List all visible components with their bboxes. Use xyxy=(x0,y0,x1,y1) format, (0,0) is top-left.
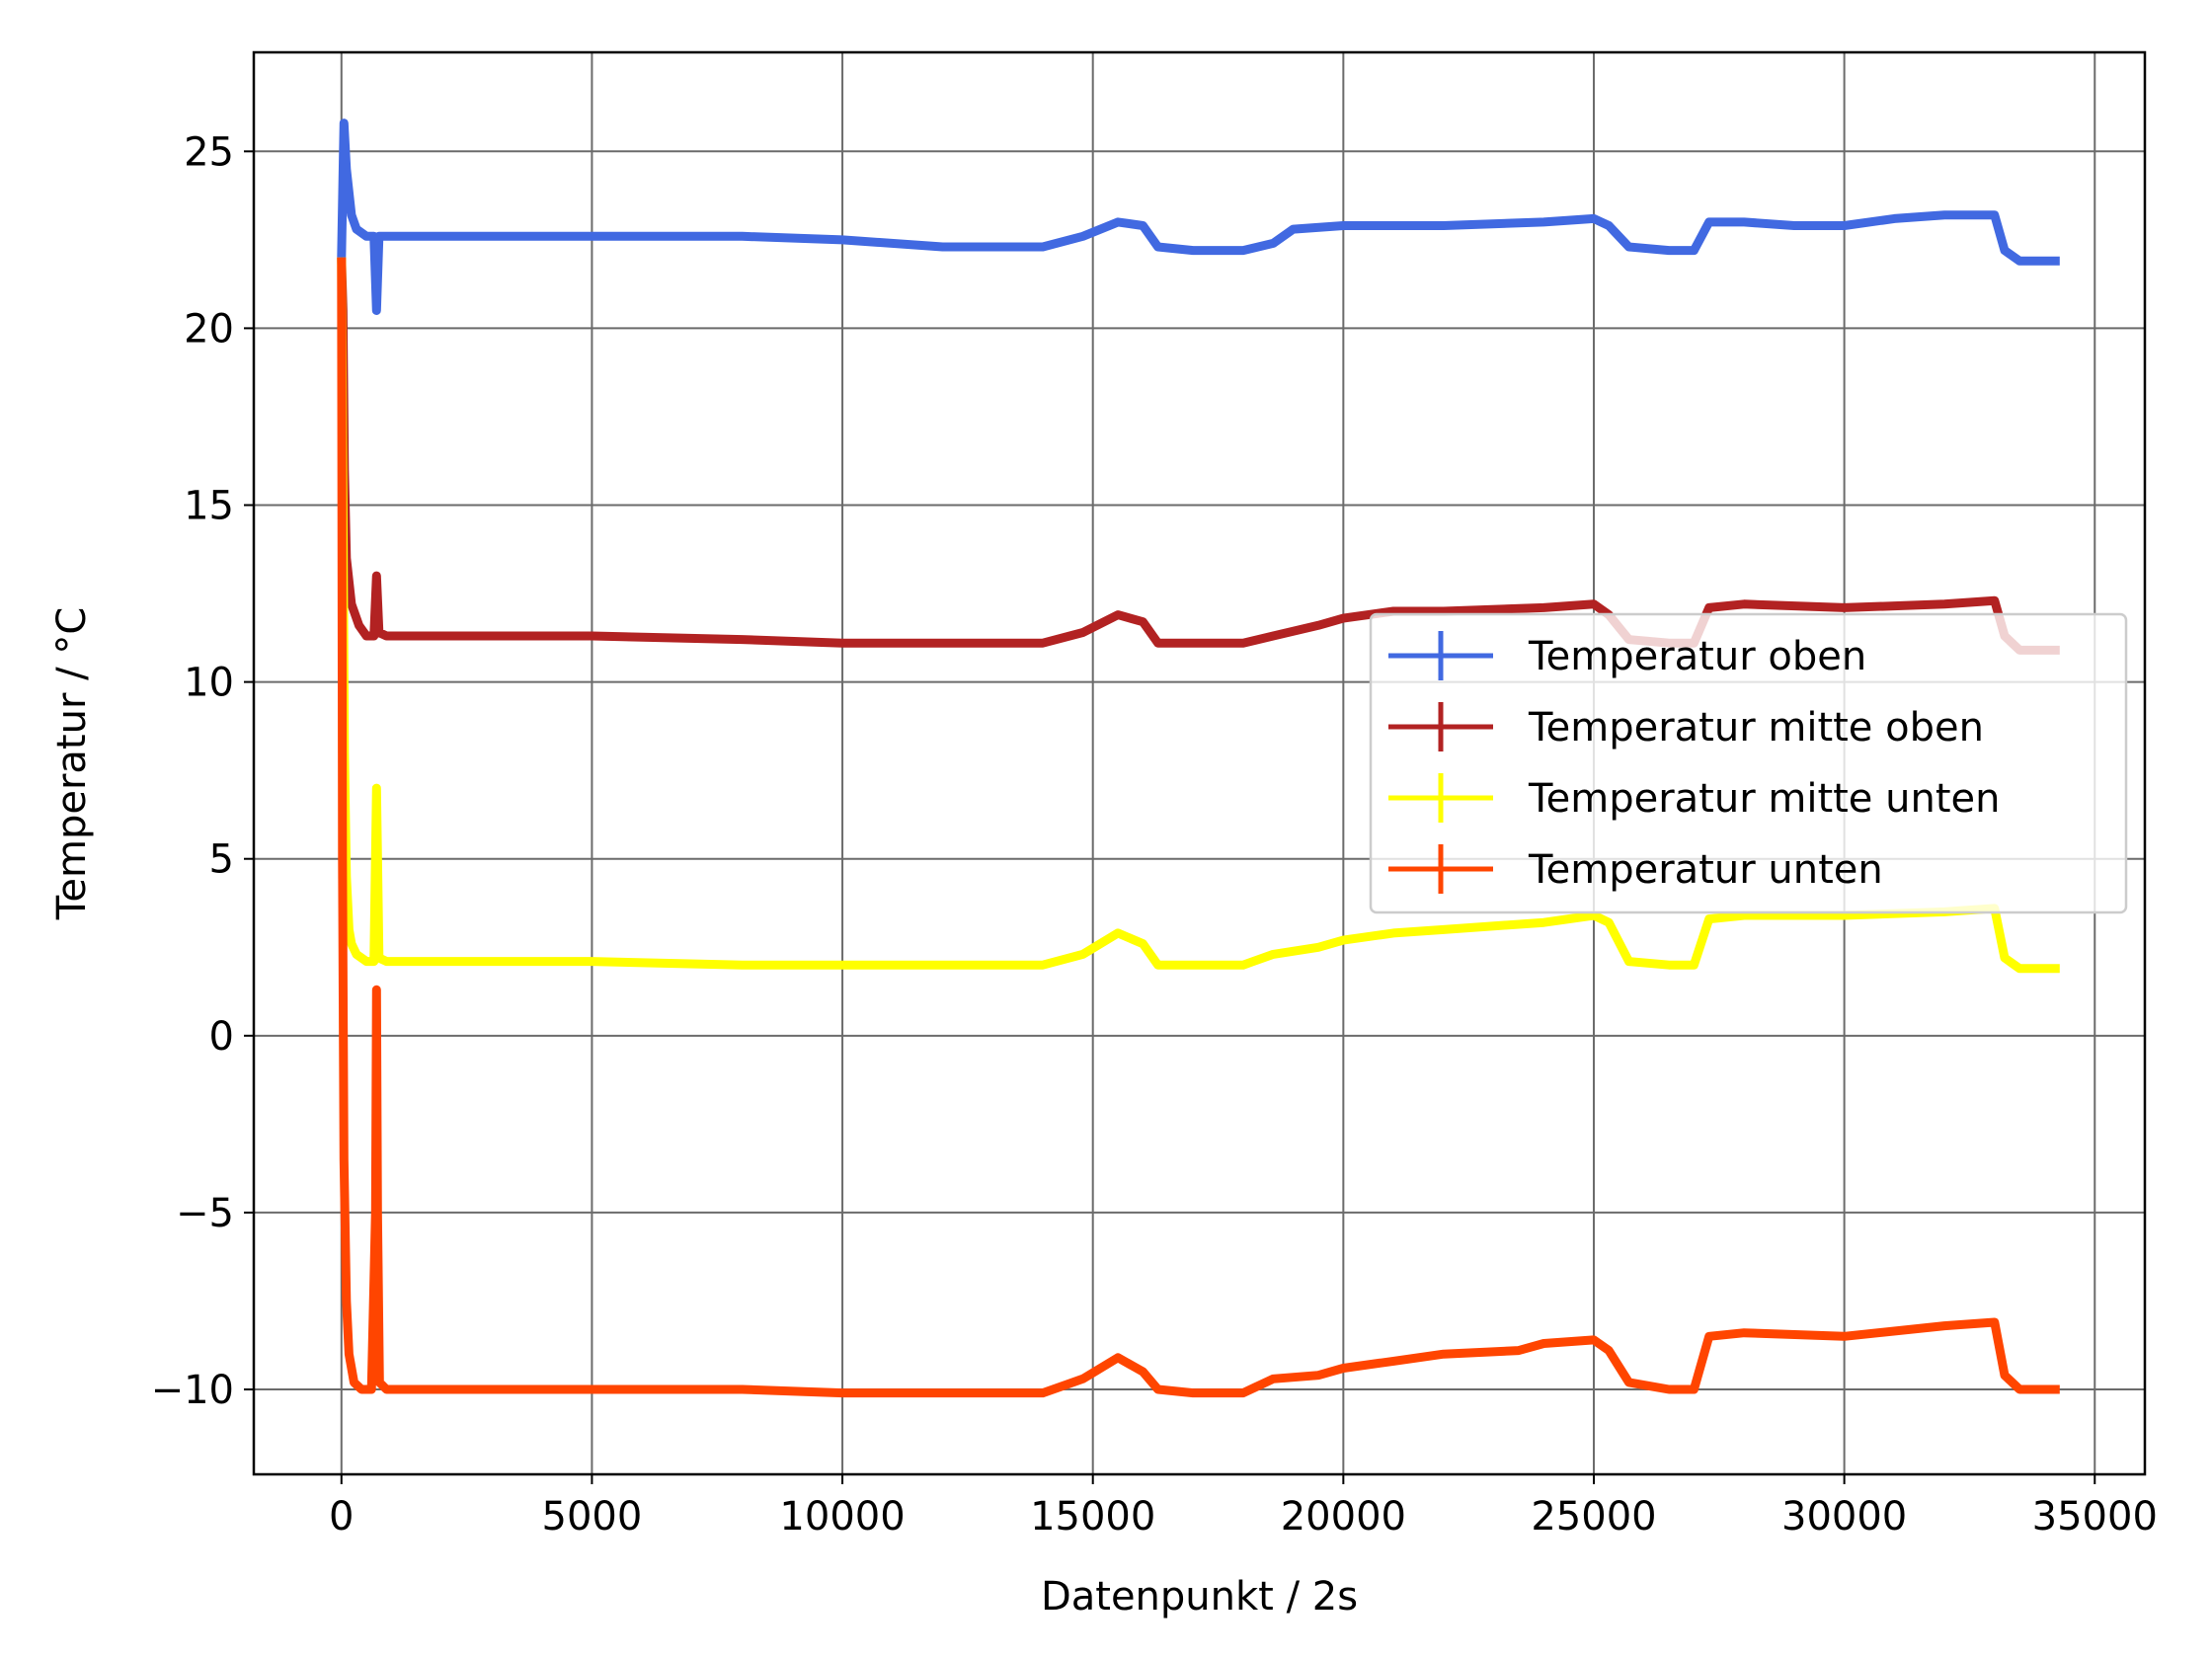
x-axis-label: Datenpunkt / 2s xyxy=(1041,1574,1358,1620)
x-tick-label: 10000 xyxy=(779,1494,905,1540)
x-tick-label: 30000 xyxy=(1781,1494,1907,1540)
y-tick-label: 20 xyxy=(184,306,234,352)
x-tick-label: 0 xyxy=(329,1494,354,1540)
y-tick-label: −5 xyxy=(176,1191,234,1236)
legend-label: Temperatur mitte unten xyxy=(1528,776,2000,822)
y-tick-label: 10 xyxy=(184,661,234,706)
x-tick-label: 20000 xyxy=(1281,1494,1406,1540)
x-tick-label: 5000 xyxy=(542,1494,643,1540)
series-line-4 xyxy=(337,257,2060,1398)
y-tick-label: 25 xyxy=(184,129,234,175)
plot-frame xyxy=(252,50,2147,1476)
legend-label: Temperatur oben xyxy=(1528,634,1866,679)
x-tick-label: 15000 xyxy=(1030,1494,1155,1540)
y-axis-label: Temperatur / °C xyxy=(49,607,95,920)
y-tick-label: −10 xyxy=(151,1368,234,1413)
series-line-2 xyxy=(337,257,2060,655)
series-line-3 xyxy=(337,257,2060,974)
legend-label: Temperatur unten xyxy=(1528,847,1883,893)
legend-frame xyxy=(1369,612,2128,914)
series-group xyxy=(337,118,2060,1398)
x-tick-label: 35000 xyxy=(2032,1494,2158,1540)
series-line-1 xyxy=(337,118,2060,315)
legend: Temperatur oben Temperatur mitte oben Temp… xyxy=(1369,612,2128,914)
ticks: 0 5000 10000 15000 20000 25000 30000 35000 −10 −5… xyxy=(151,129,2158,1540)
x-tick-label: 25000 xyxy=(1531,1494,1656,1540)
legend-label: Temperatur mitte oben xyxy=(1528,705,1984,750)
y-tick-label: 15 xyxy=(184,484,234,529)
y-tick-label: 5 xyxy=(209,837,234,883)
y-tick-label: 0 xyxy=(209,1014,234,1060)
